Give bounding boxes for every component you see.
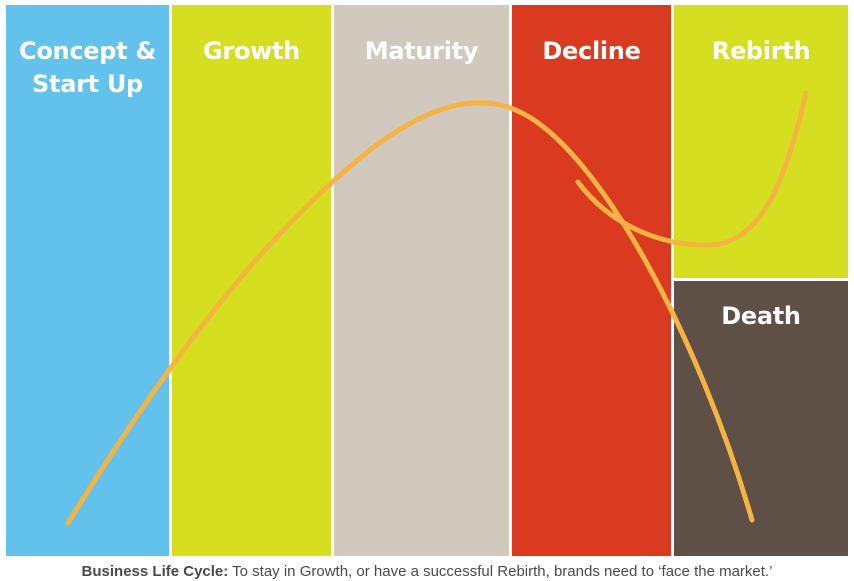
stage-label-death: Death [721, 302, 801, 330]
stage-panel-decline: Decline [512, 5, 671, 556]
stage-label-maturity: Maturity [364, 37, 479, 65]
stage-panel-concept: Concept & Start Up [6, 5, 169, 556]
stage-panel-maturity: Maturity [334, 5, 509, 556]
caption-text: To stay in Growth, or have a successful … [228, 563, 773, 580]
stage-panel-rebirth: Rebirth [674, 5, 848, 278]
stage-label-decline: Decline [542, 37, 641, 65]
stage-label-concept: Concept & Start Up [19, 37, 156, 98]
stage-label-growth: Growth [203, 37, 300, 65]
stage-panel-growth: Growth [172, 5, 331, 556]
stage-panel-death: Death [674, 281, 848, 556]
caption-label: Business Life Cycle: [81, 563, 229, 580]
stage-label-rebirth: Rebirth [711, 37, 811, 65]
figure-caption: Business Life Cycle: To stay in Growth, … [0, 563, 854, 581]
